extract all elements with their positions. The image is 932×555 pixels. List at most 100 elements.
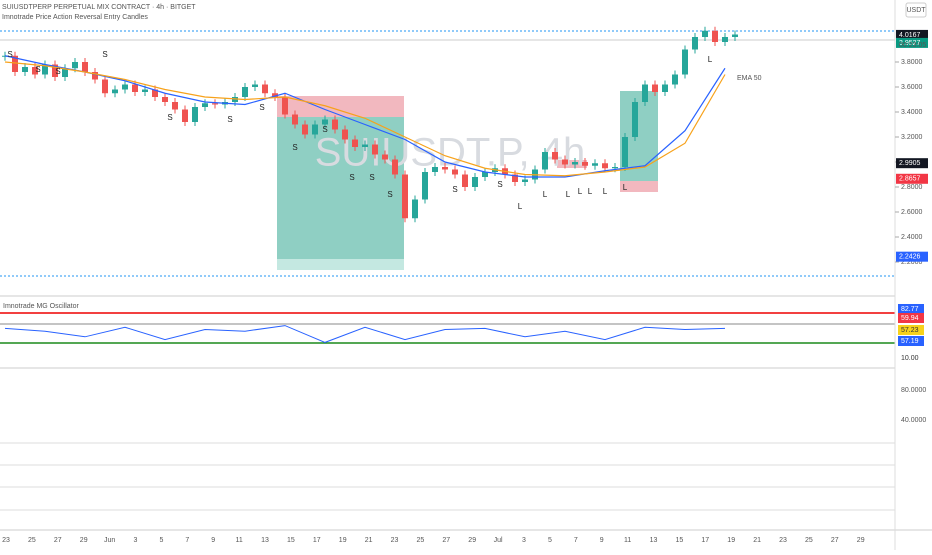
x-tick-label: 23 xyxy=(391,537,399,544)
x-tick-label: 19 xyxy=(339,537,347,544)
candle xyxy=(372,144,378,155)
ema-line xyxy=(4,61,726,177)
candle xyxy=(652,84,658,92)
x-tick-label: 11 xyxy=(235,537,242,544)
y-tick-label: 3.2000 xyxy=(901,134,923,141)
x-tick-label: 11 xyxy=(624,537,631,544)
candle xyxy=(522,179,528,182)
x-tick-label: 5 xyxy=(548,537,552,544)
price-tag-label: 4.0167 xyxy=(899,32,921,39)
osc-tag xyxy=(898,336,924,346)
lower-axis-label: 80.0000 xyxy=(901,387,926,394)
candle xyxy=(92,72,98,80)
symbol-title: SUIUSDTPERP PERPETUAL MIX CONTRACT · 4h … xyxy=(2,4,196,11)
candle xyxy=(382,154,388,160)
price-tag-label: 2.8657 xyxy=(899,176,921,183)
x-tick-label: 9 xyxy=(600,537,604,544)
candle xyxy=(572,162,578,165)
signal-label: S xyxy=(452,185,457,194)
candle xyxy=(112,89,118,94)
osc-tag-label: 10.00 xyxy=(901,355,919,362)
osc-tag-label: 57.23 xyxy=(901,327,919,334)
candle xyxy=(262,84,268,94)
signal-label: L xyxy=(518,202,523,211)
price-tag xyxy=(896,251,928,262)
x-tick-label: 3 xyxy=(522,537,526,544)
candle xyxy=(402,174,408,219)
x-tick-label: 27 xyxy=(442,537,450,544)
candle xyxy=(82,62,88,72)
x-tick-label: Jun xyxy=(104,537,115,544)
x-tick-label: 29 xyxy=(857,537,865,544)
x-tick-label: 3 xyxy=(134,537,138,544)
candle xyxy=(442,167,448,170)
candle xyxy=(332,119,338,130)
candle xyxy=(182,109,188,122)
currency-button[interactable]: USDT xyxy=(906,7,926,14)
price-tag xyxy=(896,173,928,184)
candle xyxy=(622,137,628,167)
signal-label: S xyxy=(349,173,354,182)
candle xyxy=(122,84,128,90)
candle xyxy=(12,55,18,72)
signal-label: S xyxy=(102,50,107,59)
x-tick-label: 19 xyxy=(727,537,735,544)
y-tick-label: 3.6000 xyxy=(901,84,923,91)
candle xyxy=(42,64,48,75)
candle xyxy=(202,103,208,107)
candle xyxy=(142,89,148,92)
signal-label: S xyxy=(55,67,60,76)
x-tick-label: 21 xyxy=(365,537,373,544)
candle xyxy=(592,163,598,166)
y-tick-label: 3.4000 xyxy=(901,109,923,116)
candle xyxy=(732,34,738,37)
candle xyxy=(162,97,168,102)
osc-tag xyxy=(898,304,924,314)
candle xyxy=(312,124,318,135)
candle xyxy=(422,172,428,200)
y-tick-label: 2.6000 xyxy=(901,209,923,216)
candle xyxy=(642,84,648,102)
ema-line xyxy=(4,55,726,178)
signal-label: S xyxy=(387,190,392,199)
osc-tag-label: 59.94 xyxy=(901,315,919,322)
candle xyxy=(712,30,718,42)
candle xyxy=(582,162,588,166)
signal-label: S xyxy=(35,65,40,74)
oscillator-line xyxy=(4,325,726,343)
osc-tag-label: 57.19 xyxy=(901,338,919,345)
x-tick-label: 23 xyxy=(779,537,787,544)
signal-label: L xyxy=(566,190,571,199)
signal-label: S xyxy=(369,173,374,182)
candle xyxy=(392,159,398,175)
candle xyxy=(662,84,668,92)
x-tick-label: 25 xyxy=(417,537,425,544)
x-tick-label: 29 xyxy=(468,537,476,544)
x-tick-label: 15 xyxy=(676,537,684,544)
candle xyxy=(602,163,608,169)
price-tag-label: 3.9527 xyxy=(899,40,921,47)
candle xyxy=(212,103,218,105)
candle xyxy=(152,89,158,97)
oscillator-title: Imnotrade MG Oscillator xyxy=(3,303,80,310)
candle xyxy=(632,102,638,137)
x-tick-label: 25 xyxy=(28,537,36,544)
candle xyxy=(342,129,348,140)
candle xyxy=(612,167,618,169)
candle xyxy=(32,67,38,75)
signal-label: L xyxy=(578,187,583,196)
osc-tag xyxy=(898,313,924,323)
x-tick-label: 9 xyxy=(211,537,215,544)
y-tick-label: 2.2000 xyxy=(901,259,923,266)
candle xyxy=(242,87,248,97)
candle xyxy=(672,74,678,85)
price-tag-label: 2.2426 xyxy=(899,254,921,261)
x-tick-label: 23 xyxy=(2,537,10,544)
x-tick-label: 27 xyxy=(54,537,62,544)
osc-tag xyxy=(898,353,924,363)
signal-label: S xyxy=(322,125,327,134)
signal-label: S xyxy=(227,115,232,124)
signal-label: S xyxy=(7,50,12,59)
x-tick-label: 5 xyxy=(159,537,163,544)
candle xyxy=(322,119,328,125)
